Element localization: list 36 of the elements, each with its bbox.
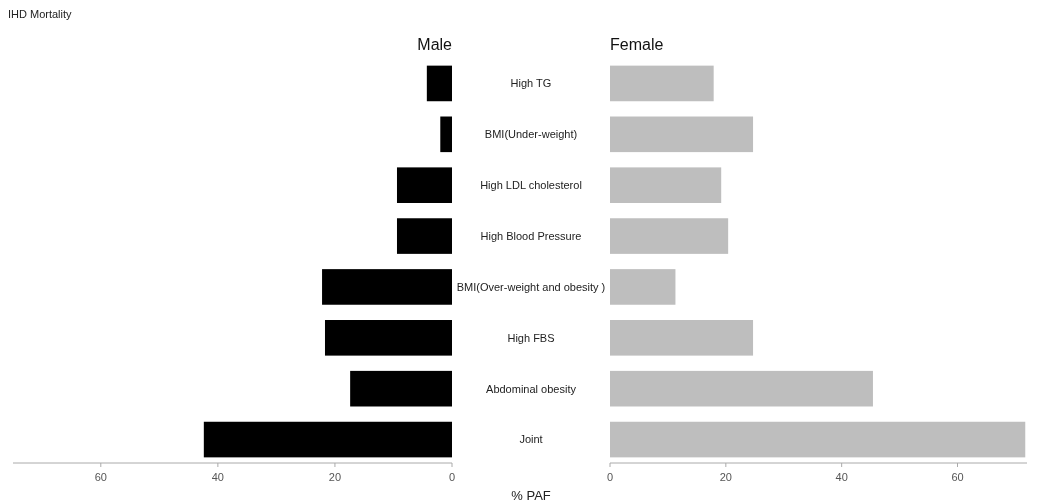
y-tick-label: BMI(Under-weight) (484, 128, 578, 141)
bar (610, 65, 714, 102)
y-tick-label: Joint (519, 433, 543, 446)
x-tick-label: 40 (211, 471, 224, 483)
bar (426, 65, 452, 102)
bar (440, 116, 452, 153)
y-tick-label: High TG (510, 77, 552, 90)
x-tick-label: 0 (606, 471, 614, 483)
bar (203, 421, 452, 458)
bar (610, 370, 873, 407)
x-tick-label: 0 (448, 471, 456, 483)
bar (324, 320, 452, 356)
series-label: Male (417, 36, 453, 53)
series-label: Female (610, 36, 664, 53)
bar (610, 269, 676, 305)
x-tick-label: 60 (951, 471, 964, 483)
bar (396, 218, 452, 254)
x-axis-title: % PAF (511, 488, 551, 503)
y-tick-label: Abdominal obesity (486, 382, 577, 395)
bar (610, 320, 754, 356)
bar (396, 167, 452, 203)
x-tick-label: 60 (94, 471, 107, 483)
y-tick-label: BMI(Over-weight and obesity ) (456, 280, 606, 293)
x-tick-label: 20 (328, 471, 342, 483)
x-tick-label: 40 (835, 471, 848, 483)
y-tick-label: High FBS (507, 331, 555, 344)
bar (610, 167, 722, 203)
bar (322, 269, 452, 305)
bar (610, 218, 729, 254)
bar (610, 421, 1026, 458)
bar (610, 116, 754, 153)
chart-title: IHD Mortality (8, 8, 73, 20)
y-tick-label: High Blood Pressure (480, 229, 582, 242)
x-tick-label: 20 (719, 471, 732, 483)
bar (350, 370, 452, 407)
y-tick-label: High LDL cholesterol (480, 179, 582, 192)
